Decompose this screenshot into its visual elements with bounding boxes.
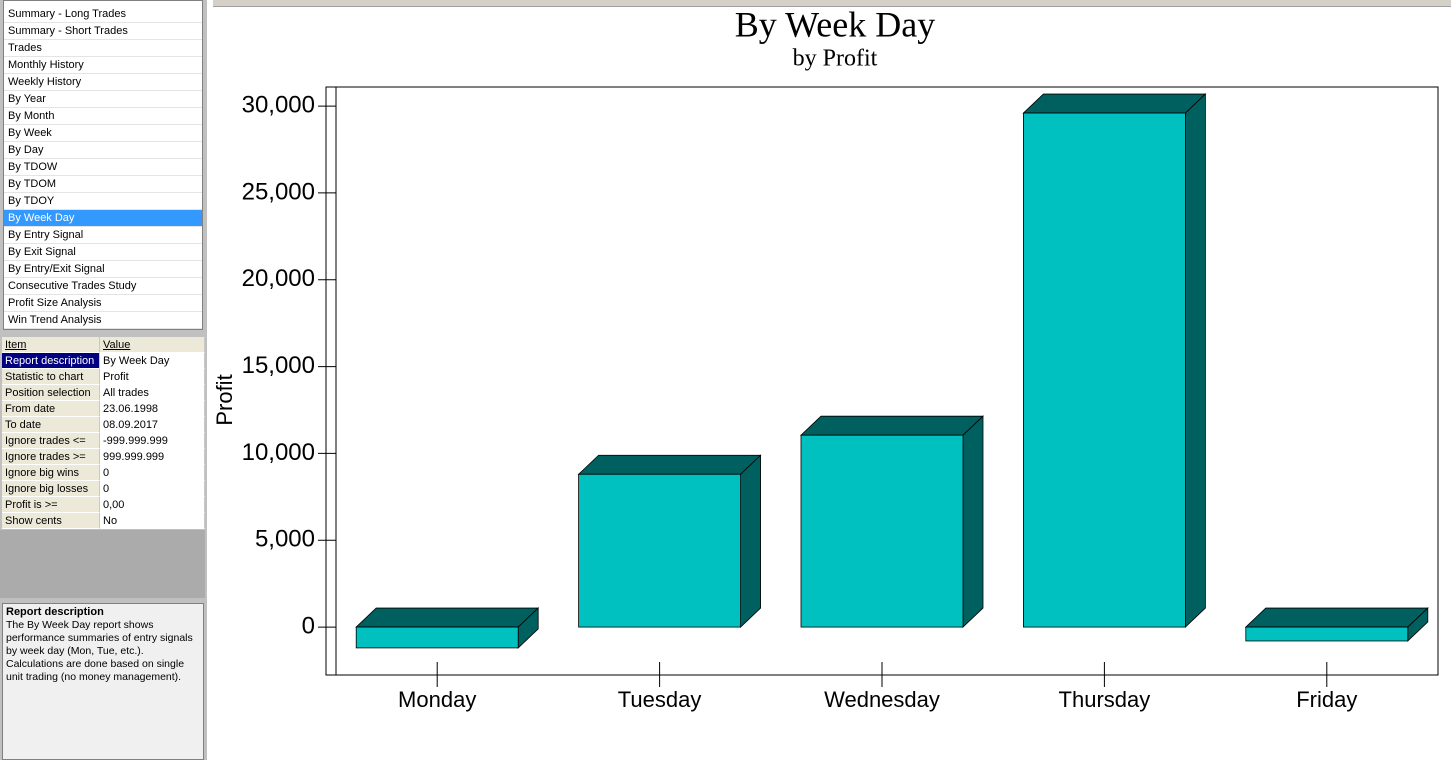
report-item[interactable]: Summary - Short Trades — [4, 23, 202, 40]
left-panel: Summary - Long Trades Summary - Short Tra… — [0, 0, 207, 760]
description-box: Report description The By Week Day repor… — [2, 603, 204, 760]
property-value[interactable]: 0 — [100, 465, 205, 481]
y-tick-label: 10,000 — [242, 439, 315, 466]
chart-subtitle: by Profit — [793, 46, 878, 72]
report-item[interactable]: Summary - Long Trades — [4, 6, 202, 23]
report-item[interactable]: By Day — [4, 142, 202, 159]
report-item[interactable]: By TDOW — [4, 159, 202, 176]
report-item[interactable]: Weekly History — [4, 74, 202, 91]
property-name: Show cents — [2, 513, 100, 529]
report-item[interactable]: By TDOY — [4, 193, 202, 210]
description-title: Report description — [6, 606, 104, 618]
x-tick-label: Tuesday — [618, 687, 702, 712]
property-value[interactable]: -999.999.999 — [100, 433, 205, 449]
chart-title: By Week Day — [735, 4, 935, 44]
property-value[interactable]: 23.06.1998 — [100, 401, 205, 417]
property-name: Statistic to chart — [2, 369, 100, 385]
property-value[interactable]: Profit — [100, 369, 205, 385]
report-item[interactable]: By Entry/Exit Signal — [4, 261, 202, 278]
report-item[interactable]: By Week Day — [4, 210, 202, 227]
bar-top — [799, 415, 985, 436]
y-tick-label: 30,000 — [242, 91, 315, 118]
description-text: The By Week Day report shows performance… — [6, 619, 193, 683]
property-value[interactable]: No — [100, 513, 205, 529]
property-name: Profit is >= — [2, 497, 100, 513]
property-name: Position selection — [2, 385, 100, 401]
toolbar — [213, 0, 1451, 7]
column-header[interactable]: Value — [100, 337, 205, 353]
property-name: Ignore big wins — [2, 465, 100, 481]
y-tick-label: 15,000 — [242, 352, 315, 379]
property-name: Report description — [2, 353, 100, 369]
report-item[interactable]: Trades — [4, 40, 202, 57]
report-item[interactable]: Profit Size Analysis — [4, 295, 202, 312]
bar — [800, 434, 964, 628]
report-item[interactable]: By Entry Signal — [4, 227, 202, 244]
report-item[interactable]: By TDOM — [4, 176, 202, 193]
property-name: Ignore big losses — [2, 481, 100, 497]
bar-top — [1022, 93, 1207, 114]
x-tick-label: Friday — [1296, 687, 1357, 712]
x-tick-label: Monday — [398, 687, 476, 712]
bar-side — [1185, 93, 1206, 629]
y-tick-label: 25,000 — [242, 178, 315, 205]
property-name: To date — [2, 417, 100, 433]
property-name: Ignore trades <= — [2, 433, 100, 449]
property-value[interactable]: 0,00 — [100, 497, 205, 513]
bar — [578, 473, 742, 628]
property-name: Ignore trades >= — [2, 449, 100, 465]
empty-area — [0, 530, 205, 598]
bar — [1023, 112, 1186, 628]
bar — [355, 626, 519, 649]
property-value[interactable]: 999.999.999 — [100, 449, 205, 465]
bar-side — [740, 454, 761, 629]
report-item[interactable]: Consecutive Trades Study — [4, 278, 202, 295]
property-value[interactable]: 08.09.2017 — [100, 417, 205, 433]
bar-top — [355, 607, 540, 628]
report-list: Summary - Long Trades Summary - Short Tra… — [3, 0, 203, 330]
report-item[interactable]: Monthly History — [4, 57, 202, 74]
y-tick-label: 20,000 — [242, 265, 315, 292]
column-header[interactable]: Item — [2, 337, 100, 353]
bar-top — [1244, 607, 1429, 628]
report-item[interactable]: By Year — [4, 91, 202, 108]
chart: By Week Day by Profit Profit 0 5,000 10,00… — [213, 4, 1439, 712]
x-tick-label: Wednesday — [824, 687, 940, 712]
x-tick-label: Thursday — [1059, 687, 1151, 712]
property-name: From date — [2, 401, 100, 417]
property-value[interactable]: By Week Day — [100, 353, 205, 369]
y-tick-label: 0 — [302, 612, 315, 639]
report-item[interactable]: Win Trend Analysis — [4, 312, 202, 329]
bar-side — [962, 415, 984, 629]
bar — [1245, 626, 1409, 642]
report-item[interactable]: By Week — [4, 125, 202, 142]
y-axis-label: Profit — [213, 374, 237, 425]
y-tick-label: 5,000 — [255, 526, 315, 553]
property-value[interactable]: All trades — [100, 385, 205, 401]
bar-top — [577, 454, 762, 475]
property-value[interactable]: 0 — [100, 481, 205, 497]
report-item[interactable]: By Month — [4, 108, 202, 125]
report-item[interactable]: By Exit Signal — [4, 244, 202, 261]
